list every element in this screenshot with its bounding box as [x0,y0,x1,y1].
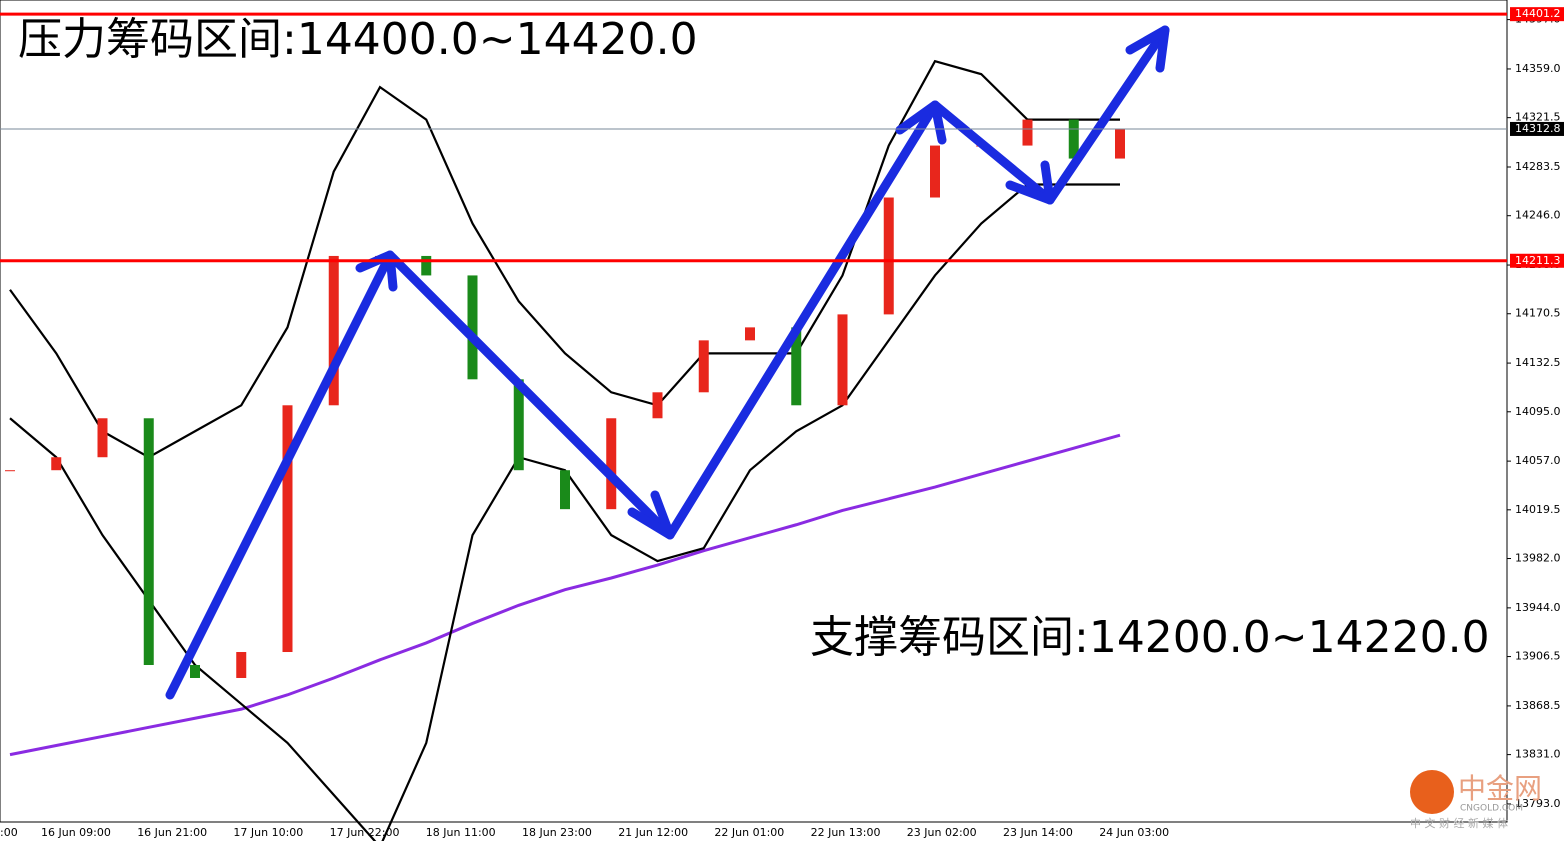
candle [745,327,755,341]
y-tick-label: 13944.0 [1515,601,1561,614]
resistance-annotation: 压力筹码区间:14400.0~14420.0 [18,14,698,65]
y-tick-label: 13868.5 [1515,699,1561,712]
candle [652,392,663,419]
x-tick-label: 24 Jun 03:00 [1099,826,1169,839]
x-tick-label: 22 Jun 13:00 [811,826,881,839]
y-tick-label: 14170.5 [1515,307,1561,320]
price-level-label: 14312.8 [1515,122,1561,135]
y-tick-label: 13982.0 [1515,552,1561,565]
candle [560,470,570,510]
x-tick-label: 22 Jun 01:00 [714,826,784,839]
candle [143,418,154,666]
price-level-tag [1510,253,1564,268]
watermark-site: CNGOLD.COM [1460,804,1523,814]
price-level-label: 14211.3 [1515,254,1561,267]
y-tick-label: 14019.5 [1515,503,1561,516]
price-level-tag [1510,7,1564,22]
plot-area [0,0,1508,823]
x-tick-label: 23 Jun 02:00 [907,826,977,839]
candle [467,275,478,380]
x-tick-label: 18 Jun 23:00 [522,826,592,839]
x-tick-label: 17 Jun 10:00 [233,826,303,839]
y-tick-label: 13831.0 [1515,748,1561,761]
x-tick-label: :00 [0,826,18,839]
candle [883,197,894,315]
candle [236,652,247,678]
y-tick-label: 13906.5 [1515,650,1561,663]
watermark-slogan: 中 文 财 经 新 媒 体 [1410,816,1508,830]
candle [513,379,524,471]
moving-average [9,433,1121,757]
candle [837,314,848,406]
y-tick-label: 14095.0 [1515,405,1561,418]
y-tick-label: 14132.5 [1515,356,1561,369]
bollinger-band [9,59,1120,459]
y-tick-label: 14321.5 [1515,111,1561,124]
x-tick-label: 23 Jun 14:00 [1003,826,1073,839]
y-tick-label: 14057.0 [1515,454,1561,467]
candle [930,145,940,198]
watermark-logo: 中金网 [1458,772,1542,805]
candle [1068,119,1079,159]
x-tick-label: 16 Jun 21:00 [137,826,207,839]
x-tick-label: 21 Jun 12:00 [618,826,688,839]
trend-arrows [165,25,1170,700]
y-tick-label: 14246.0 [1515,209,1561,222]
candle [97,418,108,458]
y-tick-label: 14283.5 [1515,160,1561,173]
price-level-label: 14401.2 [1515,7,1561,20]
candle [421,255,432,276]
candle [1115,128,1125,159]
candle [5,470,15,472]
y-tick-label: 14359.0 [1515,62,1561,75]
candle [791,327,802,406]
candle [328,255,339,406]
candle [190,665,200,678]
logo-icon [1410,770,1454,814]
x-tick-label: 16 Jun 09:00 [41,826,111,839]
y-tick-label: 13793.0 [1515,797,1561,810]
x-tick-label: 17 Jun 22:00 [330,826,400,839]
support-annotation: 支撑筹码区间:14200.0~14220.0 [810,612,1490,663]
candle [51,457,62,471]
candle [698,340,709,393]
candle [282,405,293,653]
candle [1022,119,1033,146]
candle [606,418,617,510]
x-tick-label: 18 Jun 11:00 [426,826,496,839]
price-level-tag [1510,121,1564,136]
